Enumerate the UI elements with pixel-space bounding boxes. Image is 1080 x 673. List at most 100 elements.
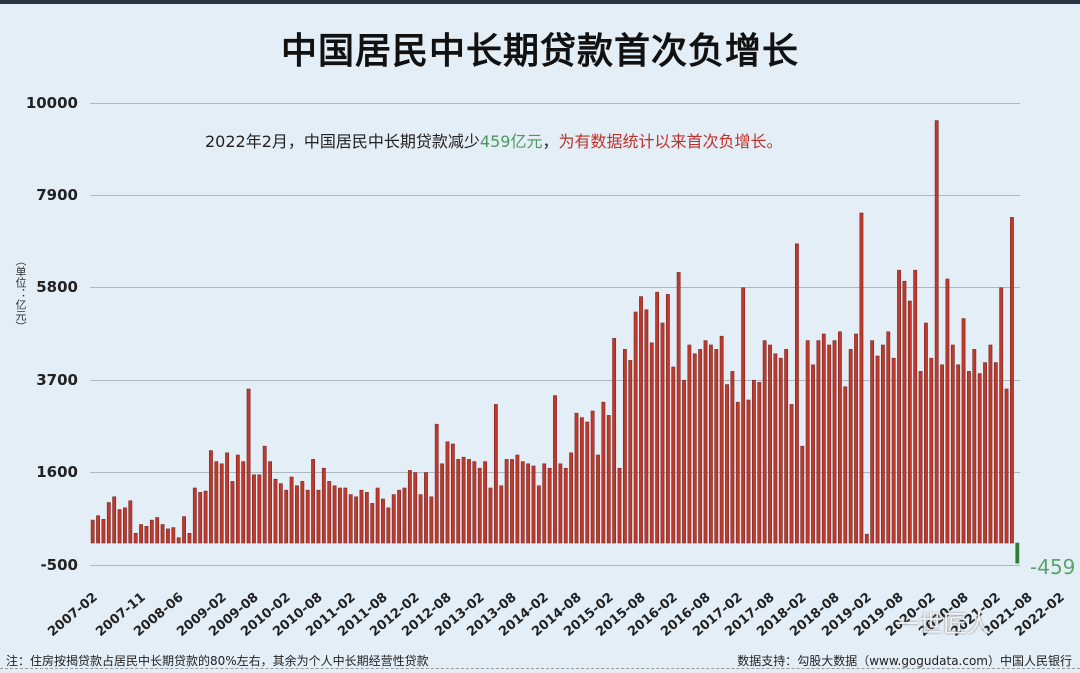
bar: [499, 485, 504, 544]
annotation-separator: ，: [542, 132, 559, 151]
bar: [649, 342, 654, 544]
bar: [703, 340, 708, 544]
bar: [1010, 217, 1014, 544]
bar: [289, 476, 294, 544]
bar: [757, 382, 762, 544]
bar: [741, 287, 746, 544]
bar: [364, 492, 369, 544]
bar: [558, 463, 563, 544]
bar: [596, 454, 600, 544]
bar: [327, 481, 332, 544]
bar: [96, 515, 100, 544]
bar: [214, 461, 219, 544]
bar: [913, 269, 918, 544]
bar: [945, 278, 950, 544]
bar: [897, 269, 901, 544]
bar: [273, 478, 278, 544]
bar: [510, 459, 514, 544]
bar: [149, 519, 154, 544]
bar: [633, 311, 638, 544]
bar: [843, 386, 848, 544]
bar: [407, 470, 412, 544]
bar: [972, 349, 977, 544]
bar: [832, 340, 837, 544]
bar: [359, 489, 364, 544]
bar: [655, 291, 660, 544]
bar: [579, 417, 584, 544]
bar: [725, 384, 729, 544]
bar: [719, 335, 724, 544]
bar: [628, 360, 633, 544]
bar: [606, 415, 611, 544]
bar: [827, 344, 832, 544]
bar: [139, 524, 143, 544]
bar: [687, 344, 692, 544]
bar: [284, 489, 289, 544]
bar: [746, 399, 751, 544]
bar: [397, 489, 402, 544]
bar: [300, 481, 305, 544]
bar: [90, 519, 95, 544]
bar: [569, 452, 574, 544]
bar: [789, 404, 794, 544]
y-axis-unit-label: （单位：亿元）: [14, 255, 27, 332]
bar: [155, 517, 160, 544]
gridline: [90, 565, 1020, 566]
bar: [332, 485, 337, 544]
bar: [160, 524, 165, 544]
bar: [784, 349, 789, 544]
annotation-highlight-value: 459亿元: [479, 132, 543, 151]
gridline: [90, 103, 1020, 104]
bar: [881, 344, 885, 544]
bar: [424, 472, 428, 544]
bar: [870, 340, 875, 544]
bar: [918, 371, 923, 544]
bar: [585, 421, 590, 544]
bar: [133, 533, 138, 544]
bar: [413, 472, 418, 544]
bar: [902, 280, 907, 544]
bar: [940, 364, 944, 544]
bar: [778, 357, 783, 544]
bar: [644, 309, 649, 544]
bar: [553, 395, 557, 544]
bar: [821, 333, 826, 544]
bar: [198, 492, 203, 544]
bar: [854, 333, 858, 544]
bar: [794, 243, 799, 544]
bar: [875, 355, 880, 544]
bar: [305, 489, 310, 544]
footer-divider: [0, 668, 1080, 669]
bar: [429, 496, 434, 544]
bar: [456, 459, 461, 544]
bar: [493, 404, 498, 544]
bar: [252, 474, 256, 544]
bar: [967, 371, 971, 544]
bar: [187, 533, 192, 544]
bar: [112, 496, 117, 544]
bar: [386, 507, 391, 544]
bar: [773, 353, 778, 544]
bar: [735, 401, 740, 544]
bar: [988, 344, 993, 544]
bar: [768, 344, 772, 544]
bar: [676, 272, 681, 544]
bar: [461, 456, 466, 544]
bar: [343, 487, 348, 544]
bar: [418, 494, 423, 544]
bar: [209, 450, 213, 544]
bar: [381, 498, 385, 544]
bar: [601, 401, 606, 544]
bar: [660, 322, 665, 544]
last-value-label: -459: [1030, 555, 1076, 579]
bar: [348, 494, 353, 544]
bar: [171, 527, 176, 544]
bar: [714, 349, 719, 544]
bar: [225, 452, 229, 544]
bar: [278, 483, 283, 544]
bar: [230, 481, 235, 544]
bar: [977, 373, 982, 544]
bar: [692, 353, 697, 544]
bar: [907, 300, 912, 544]
